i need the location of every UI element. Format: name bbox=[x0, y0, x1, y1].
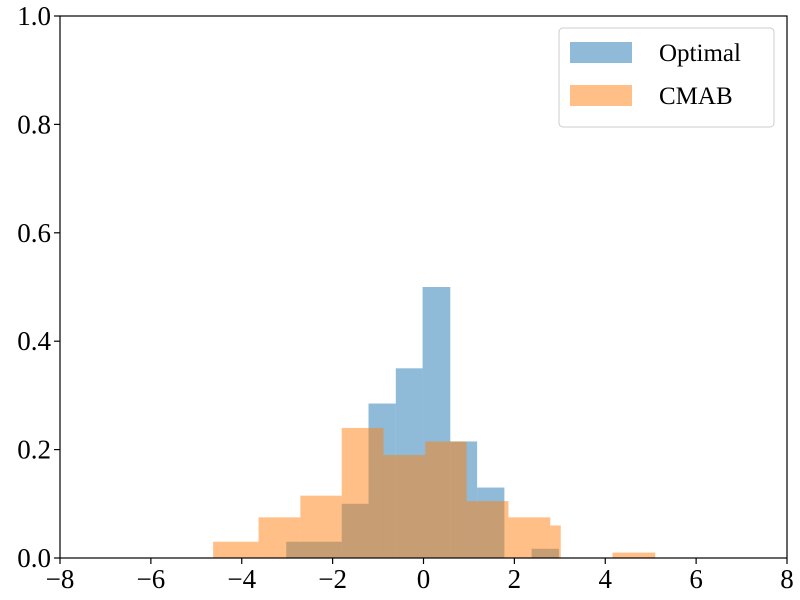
legend-label: CMAB bbox=[659, 83, 733, 110]
y-tick-label: 0.6 bbox=[17, 218, 51, 248]
x-tick-label: 0 bbox=[417, 564, 431, 594]
axes-layer: −8 −6 −4 −2 0 2 4 6 8 0.0 0.2 0.4 0.6 0.8 1.0 bbox=[17, 1, 794, 594]
x-tick-label: 2 bbox=[508, 564, 522, 594]
x-tick-label: −4 bbox=[227, 564, 256, 594]
histogram-bar bbox=[425, 441, 467, 558]
legend-swatch bbox=[570, 42, 632, 63]
x-tick-label: −8 bbox=[46, 564, 75, 594]
x-tick-label: −2 bbox=[318, 564, 347, 594]
x-tick-label: 8 bbox=[780, 564, 794, 594]
y-tick-label: 1.0 bbox=[17, 1, 51, 31]
histogram-bar bbox=[508, 517, 551, 558]
histogram-bar bbox=[383, 455, 426, 558]
histogram-bar bbox=[550, 525, 561, 558]
bars-layer bbox=[213, 287, 656, 558]
y-tick-label: 0.8 bbox=[17, 109, 51, 139]
histogram-bar bbox=[213, 541, 259, 558]
series-cmab bbox=[213, 427, 656, 558]
x-tick-label: −6 bbox=[137, 564, 166, 594]
histogram-bar bbox=[612, 552, 656, 558]
legend-swatch bbox=[570, 85, 632, 106]
legend-label: Optimal bbox=[659, 40, 741, 67]
y-tick-label: 0.0 bbox=[17, 543, 51, 573]
histogram-bar bbox=[300, 495, 342, 558]
legend: Optimal CMAB bbox=[558, 27, 775, 128]
histogram-bar bbox=[466, 501, 509, 558]
y-tick-label: 0.4 bbox=[17, 326, 51, 356]
x-tick-label: 4 bbox=[599, 564, 613, 594]
histogram-bar bbox=[341, 427, 384, 558]
y-tick-label: 0.2 bbox=[17, 435, 51, 465]
histogram-bar bbox=[258, 517, 301, 558]
x-tick-label: 6 bbox=[689, 564, 703, 594]
